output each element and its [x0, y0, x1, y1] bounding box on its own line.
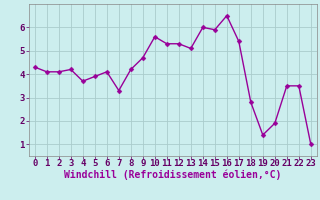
- X-axis label: Windchill (Refroidissement éolien,°C): Windchill (Refroidissement éolien,°C): [64, 169, 282, 180]
